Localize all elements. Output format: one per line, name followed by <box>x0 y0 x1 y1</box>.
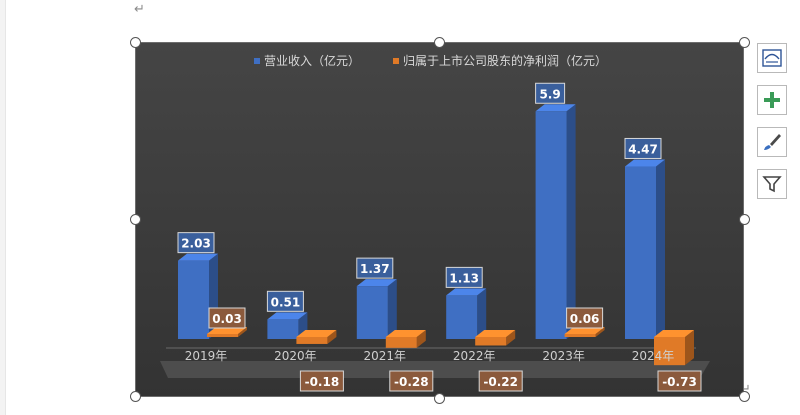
bar-side <box>656 159 665 339</box>
document-margin <box>0 0 6 415</box>
resize-handle-top-left[interactable] <box>130 37 141 48</box>
chart-filters-button[interactable] <box>757 169 787 199</box>
data-label: 0.06 <box>570 312 600 326</box>
data-label: -0.73 <box>662 375 697 389</box>
data-label: 0.51 <box>271 295 301 309</box>
data-label: 1.37 <box>360 262 390 276</box>
data-label-box <box>445 266 483 288</box>
chart-elements-button[interactable] <box>757 43 787 73</box>
data-label-box <box>208 307 246 329</box>
data-label: -0.28 <box>394 375 429 389</box>
bar-side <box>566 104 576 339</box>
legend-entry: 归属于上市公司股东的净利润（亿元） <box>403 53 607 68</box>
x-tick-label: 2022年 <box>453 349 496 363</box>
resize-handle-bottom-right[interactable] <box>739 391 750 402</box>
x-tick-label: 2023年 <box>542 349 585 363</box>
data-label: 5.9 <box>539 87 560 101</box>
bar-top <box>267 312 308 320</box>
plus-icon <box>764 92 780 108</box>
bar-top <box>535 104 576 112</box>
bar <box>385 337 417 348</box>
legend-entry: 营业收入（亿元） <box>264 53 360 68</box>
bar <box>475 337 507 346</box>
x-tick-label: 2021年 <box>364 349 407 363</box>
bar-top <box>475 330 516 337</box>
x-tick-label: 2020年 <box>274 349 317 363</box>
legend-marker <box>393 58 399 64</box>
bar-top <box>625 159 665 167</box>
data-label: 0.03 <box>212 312 242 326</box>
bar <box>267 319 299 339</box>
bar <box>207 334 238 337</box>
legend-marker <box>254 58 260 64</box>
data-label-box <box>389 370 434 392</box>
bar <box>654 337 685 366</box>
data-label: 4.47 <box>628 142 658 156</box>
data-label-box <box>624 137 662 159</box>
data-label-box <box>478 370 523 392</box>
resize-handle-top[interactable] <box>434 37 445 48</box>
resize-handle-top-right[interactable] <box>739 37 750 48</box>
data-label: -0.18 <box>305 375 340 389</box>
bar-top <box>207 327 247 334</box>
bar-top <box>356 279 397 287</box>
bar-side <box>387 279 397 339</box>
bar-top <box>564 327 605 334</box>
resize-handle-left[interactable] <box>130 214 141 225</box>
chart-area[interactable]: 营业收入（亿元） 归属于上市公司股东的净利润（亿元） 2.03 0.03 0.51 -0… <box>135 42 744 397</box>
resize-handle-bottom[interactable] <box>434 393 445 404</box>
chart-styles-button[interactable] <box>757 127 787 157</box>
resize-handle-bottom-left[interactable] <box>130 391 141 402</box>
bar <box>564 334 596 337</box>
bar-side <box>238 327 247 337</box>
data-label: 1.13 <box>449 271 479 285</box>
paragraph-mark: ↵ <box>740 382 751 397</box>
bar-side <box>416 330 426 348</box>
bar-side <box>327 330 337 344</box>
data-label: -0.22 <box>483 375 518 389</box>
data-labels: 2.03 0.03 0.51 -0.18 1.37 -0.28 1.13 -0.22 5.9 0.… <box>177 82 702 392</box>
plot-area <box>178 104 694 366</box>
data-label-box <box>657 370 702 392</box>
data-label-box <box>177 232 215 254</box>
filter-icon <box>762 176 782 193</box>
bar-top <box>296 330 337 337</box>
bar-side <box>477 288 487 339</box>
add-element-button[interactable] <box>757 85 787 115</box>
column-chart: 营业收入（亿元） 归属于上市公司股东的净利润（亿元） 2.03 0.03 0.51 -0… <box>136 43 743 396</box>
chart-floor <box>160 361 710 378</box>
bar-top <box>385 330 426 337</box>
bar-side <box>506 330 516 346</box>
bar <box>296 337 328 344</box>
data-label: 2.03 <box>181 237 211 251</box>
bar-top <box>446 288 487 296</box>
chart-layout-icon <box>762 49 782 67</box>
bar-side <box>595 327 605 337</box>
bar <box>535 111 567 339</box>
bar-top <box>178 253 218 261</box>
paragraph-mark: ↵ <box>134 2 145 17</box>
brush-icon <box>764 134 781 150</box>
data-label-box <box>356 257 394 279</box>
data-label-box <box>566 307 604 329</box>
data-label-box <box>266 290 304 312</box>
bar-side <box>685 330 694 366</box>
data-label-box <box>535 82 566 104</box>
bar-top <box>654 330 694 337</box>
legend: 营业收入（亿元） 归属于上市公司股东的净利润（亿元） <box>254 53 607 68</box>
bar <box>625 166 656 339</box>
category-axis: 2019年 2020年 2021年 2022年 2023年 2024年 <box>185 349 675 363</box>
bar <box>356 286 388 339</box>
x-tick-label: 2024年 <box>632 349 675 363</box>
bar <box>178 260 209 339</box>
resize-handle-right[interactable] <box>739 214 750 225</box>
data-label-box <box>299 370 344 392</box>
x-tick-label: 2019年 <box>185 349 228 363</box>
bar <box>446 295 478 339</box>
